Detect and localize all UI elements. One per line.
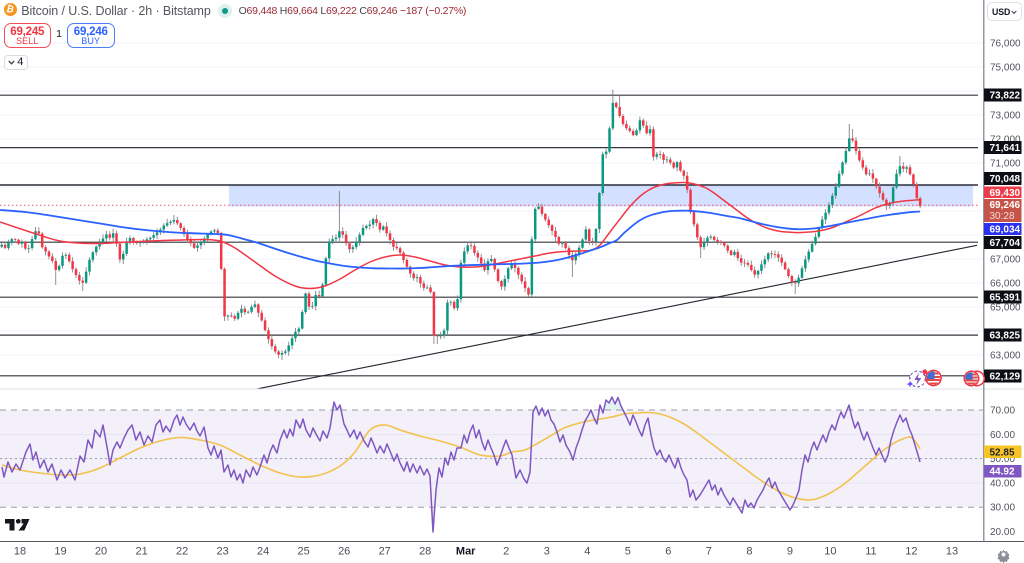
svg-text:69,034: 69,034 <box>990 225 1021 236</box>
svg-text:2: 2 <box>503 546 509 558</box>
svg-text:22: 22 <box>176 546 188 558</box>
svg-text:44.92: 44.92 <box>990 467 1015 478</box>
svg-text:19: 19 <box>54 546 66 558</box>
svg-text:27: 27 <box>379 546 391 558</box>
svg-text:8: 8 <box>746 546 752 558</box>
svg-text:62,129: 62,129 <box>990 371 1021 382</box>
svg-text:4: 4 <box>584 546 590 558</box>
svg-text:30:28: 30:28 <box>990 211 1015 222</box>
svg-text:26: 26 <box>338 546 350 558</box>
svg-text:65,391: 65,391 <box>990 293 1021 304</box>
svg-text:30.00: 30.00 <box>990 503 1015 514</box>
svg-text:20: 20 <box>95 546 107 558</box>
svg-text:71,000: 71,000 <box>990 158 1021 169</box>
svg-text:69,430: 69,430 <box>990 188 1021 199</box>
svg-text:7: 7 <box>706 546 712 558</box>
svg-text:73,000: 73,000 <box>990 110 1021 121</box>
svg-text:5: 5 <box>625 546 631 558</box>
svg-text:63,000: 63,000 <box>990 350 1021 361</box>
svg-text:73,822: 73,822 <box>990 91 1021 102</box>
svg-text:69,246: 69,246 <box>990 200 1021 211</box>
svg-text:50.00: 50.00 <box>990 454 1015 465</box>
svg-text:65,000: 65,000 <box>990 302 1021 313</box>
svg-text:11: 11 <box>865 546 876 558</box>
svg-text:9: 9 <box>787 546 793 558</box>
svg-text:24: 24 <box>257 546 269 558</box>
svg-text:21: 21 <box>135 546 147 558</box>
svg-text:40.00: 40.00 <box>990 478 1015 489</box>
svg-text:72,000: 72,000 <box>990 134 1021 145</box>
svg-text:20.00: 20.00 <box>990 527 1015 538</box>
svg-text:67,704: 67,704 <box>990 238 1021 249</box>
svg-text:12: 12 <box>905 546 917 558</box>
svg-text:6: 6 <box>665 546 671 558</box>
svg-text:18: 18 <box>14 546 26 558</box>
svg-text:Mar: Mar <box>456 546 476 558</box>
svg-text:25: 25 <box>297 546 309 558</box>
svg-text:76,000: 76,000 <box>990 38 1021 49</box>
svg-text:66,000: 66,000 <box>990 278 1021 289</box>
svg-text:23: 23 <box>216 546 228 558</box>
svg-text:60.00: 60.00 <box>990 430 1015 441</box>
svg-text:70.00: 70.00 <box>990 406 1015 417</box>
svg-text:70,048: 70,048 <box>990 174 1021 185</box>
svg-text:3: 3 <box>544 546 550 558</box>
svg-text:52.85: 52.85 <box>990 447 1015 458</box>
svg-text:67,000: 67,000 <box>990 254 1021 265</box>
svg-text:28: 28 <box>419 546 431 558</box>
svg-text:71,641: 71,641 <box>990 143 1021 154</box>
svg-text:63,825: 63,825 <box>990 331 1021 342</box>
svg-text:10: 10 <box>824 546 836 558</box>
svg-text:13: 13 <box>946 546 958 558</box>
svg-text:75,000: 75,000 <box>990 62 1021 73</box>
